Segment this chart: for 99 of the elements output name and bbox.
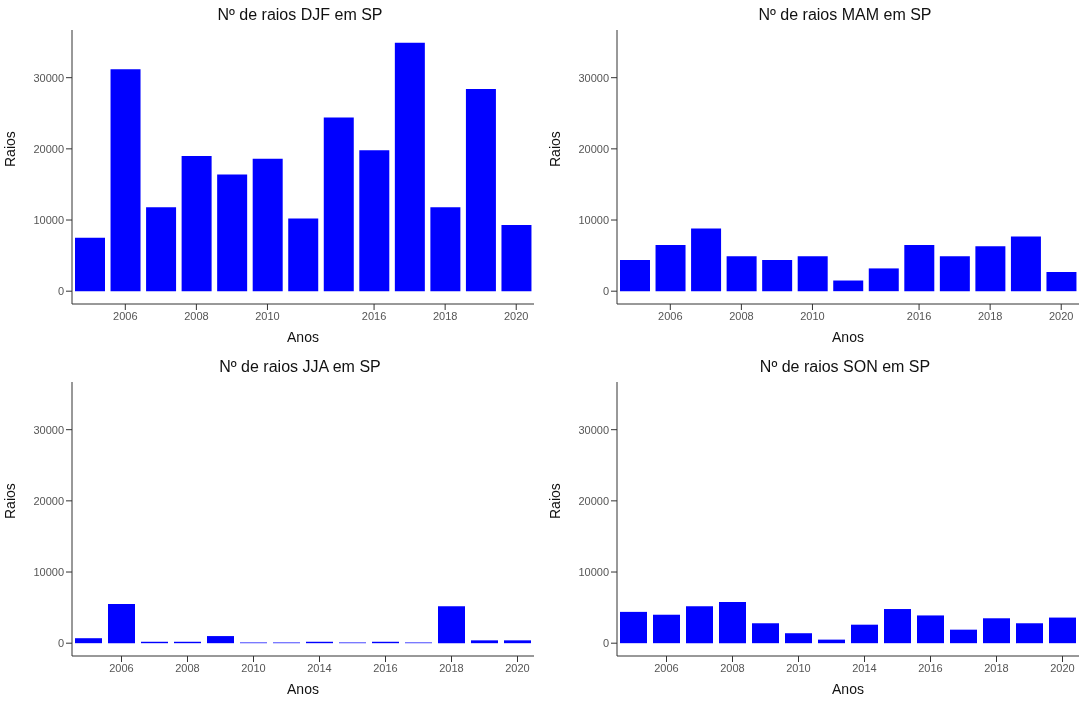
bar bbox=[917, 615, 944, 644]
bar bbox=[438, 606, 465, 644]
x-tick-label: 2018 bbox=[977, 309, 1003, 322]
bar bbox=[752, 623, 779, 644]
bar bbox=[394, 42, 425, 292]
x-tick-label: 2018 bbox=[439, 661, 464, 674]
y-tick-label: 10000 bbox=[33, 565, 64, 578]
y-axis-title: Raios bbox=[546, 131, 563, 167]
bar bbox=[884, 609, 911, 644]
bar bbox=[950, 629, 977, 644]
x-tick-label: 2016 bbox=[906, 309, 932, 322]
y-tick-label: 0 bbox=[57, 637, 64, 650]
bar bbox=[904, 244, 935, 292]
y-tick-label: 10000 bbox=[578, 213, 609, 226]
bar bbox=[726, 256, 757, 292]
x-tick-label: 2008 bbox=[720, 661, 745, 674]
bar bbox=[620, 611, 647, 644]
bar bbox=[1046, 271, 1077, 292]
bar bbox=[762, 259, 793, 292]
y-tick-label: 20000 bbox=[578, 142, 609, 155]
bar bbox=[833, 280, 864, 292]
x-tick-label: 2010 bbox=[241, 661, 266, 674]
bar bbox=[719, 601, 746, 644]
x-tick-label: 2014 bbox=[852, 661, 877, 674]
bar bbox=[653, 614, 680, 644]
bar bbox=[146, 207, 177, 292]
y-tick-label: 30000 bbox=[578, 423, 609, 436]
bar bbox=[939, 256, 970, 292]
y-tick-label: 0 bbox=[602, 637, 609, 650]
bar bbox=[868, 268, 899, 292]
x-tick-label: 2010 bbox=[800, 309, 825, 322]
x-tick-label: 2008 bbox=[175, 661, 200, 674]
x-tick-label: 2008 bbox=[729, 309, 754, 322]
x-tick-label: 2010 bbox=[255, 309, 280, 322]
y-tick-label: 30000 bbox=[33, 71, 64, 84]
bar bbox=[430, 207, 461, 292]
bar bbox=[465, 89, 496, 292]
bar bbox=[851, 624, 878, 644]
bar bbox=[785, 633, 812, 644]
y-tick-label: 20000 bbox=[33, 142, 64, 155]
bar bbox=[217, 174, 248, 292]
y-axis-title: Raios bbox=[546, 483, 563, 519]
y-axis-title: Raios bbox=[1, 131, 18, 167]
bar bbox=[975, 246, 1006, 292]
x-tick-label: 2016 bbox=[918, 661, 943, 674]
chart-title: Nº de raios SON em SP bbox=[758, 358, 932, 376]
bar bbox=[288, 218, 319, 292]
x-tick-label: 2016 bbox=[361, 309, 387, 322]
bar bbox=[655, 244, 686, 292]
bar bbox=[207, 636, 234, 644]
x-tick-label: 2018 bbox=[432, 309, 458, 322]
x-axis-title: Anos bbox=[287, 329, 319, 345]
bar bbox=[75, 638, 102, 644]
x-tick-label: 2010 bbox=[786, 661, 811, 674]
bar bbox=[504, 640, 531, 644]
bar bbox=[983, 618, 1010, 644]
bar bbox=[75, 237, 105, 292]
bar bbox=[252, 158, 283, 292]
x-tick-label: 2020 bbox=[505, 661, 530, 674]
x-tick-label: 2008 bbox=[184, 309, 209, 322]
x-tick-label: 2020 bbox=[503, 309, 529, 322]
chart-title: Nº de raios DJF em SP bbox=[216, 6, 384, 24]
x-tick-label: 2014 bbox=[307, 661, 332, 674]
x-axis-title: Anos bbox=[832, 681, 864, 697]
y-tick-label: 0 bbox=[57, 285, 64, 298]
x-axis-title: Anos bbox=[832, 329, 864, 345]
bar bbox=[1010, 236, 1041, 292]
y-tick-label: 20000 bbox=[578, 494, 609, 507]
bar bbox=[181, 155, 212, 292]
bar bbox=[359, 150, 390, 292]
bar bbox=[620, 259, 650, 292]
bar bbox=[108, 604, 135, 644]
x-tick-label: 2018 bbox=[984, 661, 1009, 674]
y-tick-label: 0 bbox=[602, 285, 609, 298]
x-tick-label: 2006 bbox=[113, 309, 138, 322]
y-axis-title: Raios bbox=[1, 483, 18, 519]
bar bbox=[797, 256, 828, 292]
x-axis-title: Anos bbox=[287, 681, 319, 697]
bar bbox=[691, 228, 722, 292]
chart-title: Nº de raios MAM em SP bbox=[757, 6, 933, 24]
bar bbox=[323, 117, 354, 292]
y-tick-label: 20000 bbox=[33, 494, 64, 507]
x-tick-label: 2006 bbox=[654, 661, 679, 674]
bar bbox=[471, 640, 498, 644]
x-tick-label: 2020 bbox=[1048, 309, 1074, 322]
x-tick-label: 2006 bbox=[658, 309, 683, 322]
x-tick-label: 2006 bbox=[109, 661, 134, 674]
bar bbox=[1016, 623, 1043, 644]
bar bbox=[501, 225, 532, 292]
y-tick-label: 30000 bbox=[578, 71, 609, 84]
bar bbox=[110, 69, 141, 292]
bar bbox=[1049, 617, 1076, 644]
chart-title: Nº de raios JJA em SP bbox=[218, 358, 382, 376]
bar bbox=[686, 606, 713, 644]
y-tick-label: 10000 bbox=[578, 565, 609, 578]
x-tick-label: 2016 bbox=[373, 661, 398, 674]
x-tick-label: 2020 bbox=[1050, 661, 1075, 674]
y-tick-label: 10000 bbox=[33, 213, 64, 226]
y-tick-label: 30000 bbox=[33, 423, 64, 436]
